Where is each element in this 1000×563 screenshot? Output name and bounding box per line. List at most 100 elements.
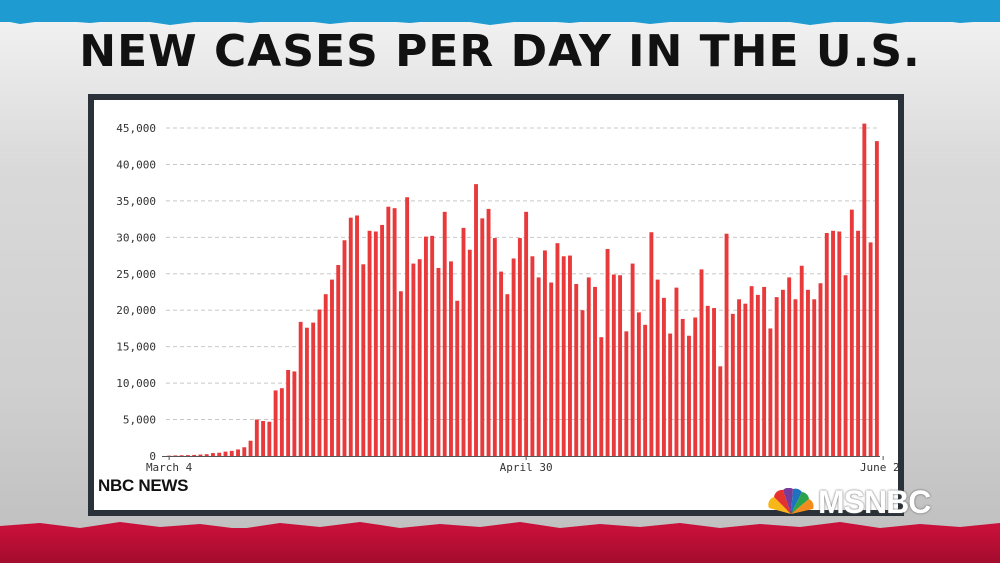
bar	[874, 141, 879, 456]
x-tick-label: March 4	[146, 461, 193, 474]
bar	[167, 455, 172, 457]
bar	[674, 287, 679, 456]
bar	[831, 230, 835, 456]
page-title: NEW CASES PER DAY IN THE U.S.	[79, 26, 921, 77]
bar	[718, 366, 723, 456]
y-tick-label: 20,000	[116, 304, 156, 317]
bar	[236, 449, 240, 456]
bar	[568, 255, 572, 456]
bar	[499, 271, 504, 456]
bar	[386, 206, 391, 456]
bar	[449, 261, 453, 456]
bar	[423, 236, 428, 456]
bar	[630, 263, 635, 456]
bar	[661, 297, 666, 456]
bar	[455, 300, 460, 456]
bar	[367, 230, 372, 456]
bar	[398, 291, 403, 456]
bar	[824, 232, 829, 456]
bar	[599, 337, 604, 456]
chart-area: 0 5,000 10,000 15,000 20,000 25,000 30,000 35,0…	[94, 100, 898, 510]
bar	[411, 263, 416, 456]
y-tick-label: 40,000	[116, 158, 156, 171]
bar	[755, 294, 760, 456]
bar	[536, 277, 541, 456]
bar	[304, 327, 309, 456]
bar	[812, 299, 817, 456]
bar	[730, 313, 735, 456]
y-tick-label: 0	[149, 450, 156, 463]
x-tick-label: June 26	[860, 461, 898, 474]
y-tick-label: 15,000	[116, 341, 156, 354]
bar	[461, 227, 466, 456]
bar	[267, 421, 272, 456]
y-tick-label: 45,000	[116, 122, 156, 135]
bar	[643, 324, 648, 456]
bar	[561, 256, 566, 456]
bar	[517, 238, 522, 456]
bar	[687, 335, 691, 456]
bar	[574, 283, 579, 456]
bar	[843, 275, 848, 456]
bottom-color-band	[0, 528, 1000, 563]
bar	[355, 215, 359, 456]
bar	[586, 277, 591, 456]
bar	[223, 451, 228, 456]
bar	[530, 256, 535, 456]
bar	[179, 455, 184, 456]
bar	[298, 321, 303, 456]
bar	[856, 230, 861, 456]
bar	[806, 289, 810, 456]
bar	[862, 123, 867, 457]
bar	[248, 440, 253, 456]
bar	[505, 294, 510, 456]
bar	[442, 211, 447, 456]
bar	[793, 299, 798, 456]
bar	[486, 208, 491, 456]
bar	[724, 233, 729, 456]
bar	[430, 235, 435, 456]
bar	[542, 250, 547, 456]
bar	[392, 208, 397, 456]
bar	[580, 310, 585, 456]
bar	[693, 317, 698, 456]
y-tick-label: 25,000	[116, 268, 156, 281]
x-tick-label: April 30	[500, 461, 553, 474]
bar	[217, 452, 222, 456]
bar	[837, 231, 842, 456]
bar	[361, 264, 366, 456]
bar	[317, 309, 322, 456]
bar	[749, 286, 754, 456]
bar	[849, 209, 854, 456]
bar	[605, 248, 610, 456]
bar	[417, 259, 422, 456]
bar	[555, 243, 560, 456]
bar	[279, 388, 284, 456]
bar	[198, 454, 203, 456]
bar	[492, 238, 497, 456]
bar	[373, 231, 378, 456]
bar	[204, 454, 209, 456]
bar	[254, 419, 259, 456]
bar	[467, 249, 472, 456]
bar	[743, 303, 748, 456]
bar	[624, 331, 629, 456]
bar	[668, 333, 673, 456]
bar	[655, 279, 660, 456]
bar	[342, 240, 347, 456]
source-label: NBC NEWS	[98, 476, 189, 495]
y-tick-label: 5,000	[123, 414, 156, 427]
bar	[712, 308, 716, 456]
y-tick-label: 10,000	[116, 377, 156, 390]
bar	[185, 455, 190, 456]
bar	[192, 454, 197, 456]
chart-panel: 0 5,000 10,000 15,000 20,000 25,000 30,000 35,0…	[88, 94, 904, 516]
bar	[330, 279, 334, 456]
y-tick-label: 35,000	[116, 195, 156, 208]
bar	[211, 453, 215, 456]
bar	[480, 218, 485, 456]
bar-chart: 0 5,000 10,000 15,000 20,000 25,000 30,000 35,0…	[116, 122, 898, 474]
bar	[737, 299, 742, 456]
peacock-icon	[768, 488, 814, 514]
bar	[336, 265, 341, 456]
